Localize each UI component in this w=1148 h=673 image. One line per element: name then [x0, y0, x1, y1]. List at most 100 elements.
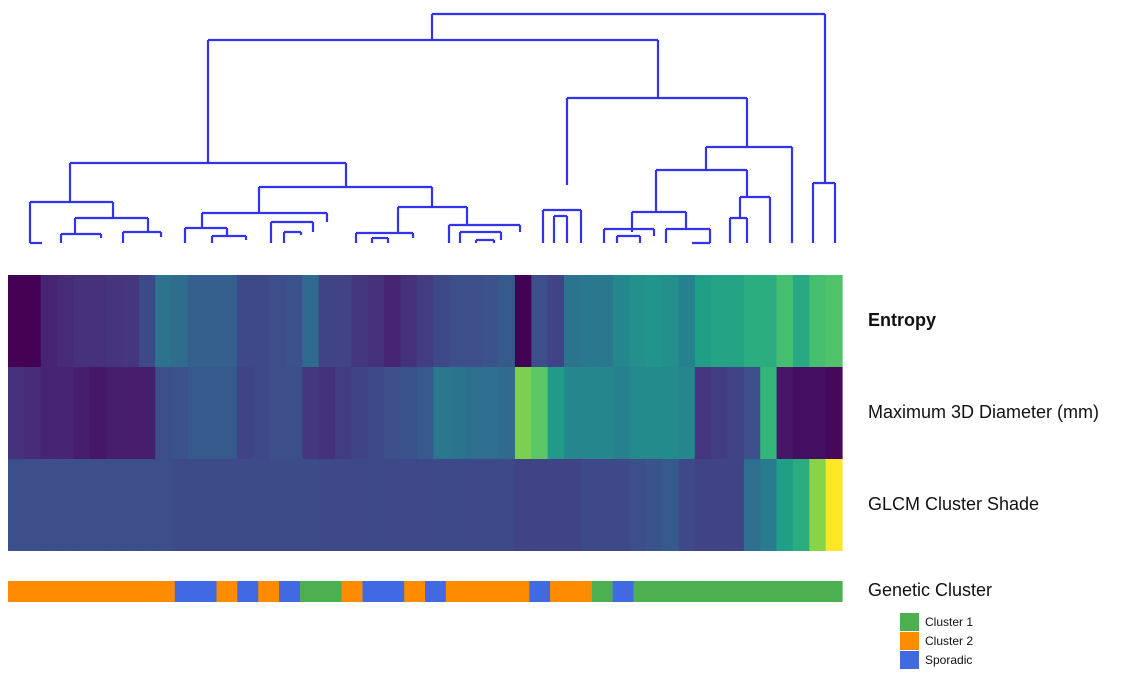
heatmap-cell: [40, 275, 58, 367]
heatmap-cell: [122, 367, 140, 459]
annotation-cell: [654, 581, 676, 602]
heatmap-cell: [8, 367, 25, 459]
annotation-cell: [237, 581, 259, 602]
heatmap-cell: [514, 459, 532, 551]
heatmap-cell: [498, 459, 516, 551]
heatmap-cell: [416, 459, 434, 551]
heatmap-cell: [662, 367, 680, 459]
heatmap-cell: [694, 275, 712, 367]
annotation-cell: [258, 581, 280, 602]
legend-label: Sporadic: [925, 653, 973, 667]
heatmap-cell: [596, 275, 614, 367]
heatmap-cell: [514, 275, 532, 367]
heatmap-cell: [760, 367, 778, 459]
heatmap-cell: [236, 367, 254, 459]
annotation-cell: [675, 581, 697, 602]
heatmap-cell: [547, 275, 565, 367]
annotation-cell: [49, 581, 72, 602]
heatmap-cell: [57, 367, 75, 459]
heatmap-cell: [694, 367, 712, 459]
heatmap-cell: [727, 459, 745, 551]
heatmap-cell: [465, 459, 483, 551]
legend-item: Cluster 1: [900, 613, 973, 631]
annotation-cell: [550, 581, 572, 602]
heatmap-cell: [776, 367, 794, 459]
heatmap-cell: [825, 459, 843, 551]
annotation-cell: [487, 581, 509, 602]
legend-item: Sporadic: [900, 651, 972, 669]
annotation-cell: [320, 581, 343, 602]
legend-swatch: [900, 613, 919, 631]
heatmap-cell: [106, 275, 124, 367]
heatmap-cell: [433, 367, 451, 459]
heatmap-cell: [335, 275, 353, 367]
heatmap-cell: [155, 367, 173, 459]
heatmap-cell: [743, 275, 761, 367]
heatmap-cell: [236, 275, 254, 367]
heatmap-cell: [531, 459, 549, 551]
row-label: Maximum 3D Diameter (mm): [868, 402, 1100, 422]
heatmap-cell: [531, 275, 549, 367]
heatmap-cell: [204, 459, 222, 551]
heatmap-cell: [400, 367, 418, 459]
heatmap-cell: [204, 275, 222, 367]
heatmap-cell: [743, 459, 761, 551]
heatmap-cell: [629, 459, 647, 551]
heatmap-cell: [40, 367, 58, 459]
heatmap-cell: [155, 459, 173, 551]
heatmap-cell: [678, 275, 696, 367]
heatmap-cell: [547, 459, 565, 551]
heatmap-cell: [433, 459, 451, 551]
heatmap-cell: [678, 367, 696, 459]
heatmap-cell: [792, 459, 810, 551]
annotation-cell: [28, 581, 51, 602]
heatmap-cell: [204, 367, 222, 459]
annotation-cell: [362, 581, 384, 602]
heatmap-cell: [760, 459, 778, 551]
heatmap-cell: [449, 275, 467, 367]
heatmap-cell: [596, 367, 614, 459]
heatmap-cell: [171, 367, 189, 459]
heatmap-cell: [73, 459, 91, 551]
annotation-cell: [70, 581, 92, 602]
heatmap-cell: [547, 367, 565, 459]
heatmap-cell: [384, 459, 402, 551]
annotation-cell: [445, 581, 468, 602]
heatmap-cell: [825, 367, 843, 459]
heatmap-cell: [711, 459, 729, 551]
heatmap-cell: [482, 459, 500, 551]
heatmap-cell: [220, 275, 238, 367]
annotation-label: Genetic Cluster: [868, 580, 993, 600]
heatmap-cell: [187, 275, 205, 367]
heatmap-cell: [220, 459, 238, 551]
heatmap-cell: [253, 459, 271, 551]
annotation-cell: [425, 581, 447, 602]
heatmap-cell: [367, 367, 385, 459]
heatmap-cell: [351, 459, 369, 551]
heatmap-cell: [694, 459, 712, 551]
heatmap-cell: [302, 275, 320, 367]
heatmap-cell: [286, 459, 303, 551]
heatmap-cell: [138, 275, 156, 367]
heatmap-cell: [187, 459, 205, 551]
heatmap-cell: [8, 275, 25, 367]
heatmap-cell: [498, 275, 516, 367]
annotation-cell: [570, 581, 593, 602]
heatmap-cell: [613, 275, 631, 367]
heatmap-cell: [825, 275, 843, 367]
annotation-cell: [404, 581, 426, 602]
annotation-cell: [591, 581, 614, 602]
heatmap-cell: [400, 275, 418, 367]
annotation-cell: [112, 581, 134, 602]
heatmap-cell: [613, 459, 631, 551]
heatmap-cell: [564, 367, 581, 459]
heatmap-cell: [809, 275, 827, 367]
heatmap-cell: [269, 459, 287, 551]
annotation-cell: [696, 581, 718, 602]
heatmap-cell: [465, 275, 483, 367]
heatmap-cell: [253, 367, 271, 459]
heatmap-cell: [416, 367, 434, 459]
annotation-cell: [8, 581, 30, 602]
heatmap-cell: [629, 367, 647, 459]
